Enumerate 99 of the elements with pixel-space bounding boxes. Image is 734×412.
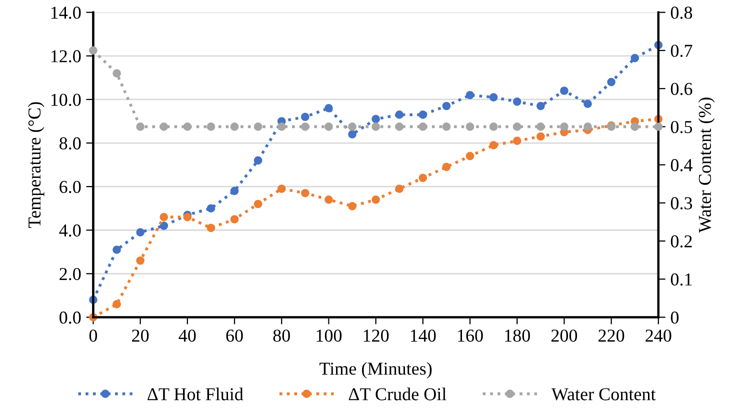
x-tick-label: 60 <box>226 330 243 342</box>
point <box>418 122 428 131</box>
x-tick-label: 200 <box>551 330 578 342</box>
point <box>489 122 498 131</box>
point <box>560 86 568 95</box>
y-axis-title: Temperature (°C) <box>28 102 44 228</box>
point <box>230 186 239 196</box>
point <box>206 122 216 131</box>
point <box>560 122 568 131</box>
y2-tick-label: 0.4 <box>670 159 692 172</box>
point <box>112 69 121 78</box>
point <box>512 136 522 146</box>
point <box>395 184 404 193</box>
point <box>489 93 498 102</box>
point <box>607 78 616 86</box>
point <box>183 122 192 131</box>
legend-label: ΔT Crude Oil <box>348 388 446 400</box>
point <box>466 122 474 131</box>
point <box>112 300 121 308</box>
y2-tick-label: 0.1 <box>670 273 692 286</box>
point <box>466 90 474 100</box>
y2-tick-label: 0.5 <box>670 120 692 134</box>
y-tick-label: 8.0 <box>60 137 81 150</box>
point <box>112 246 121 254</box>
y-tick-label: 10.0 <box>51 94 81 106</box>
point <box>536 102 545 110</box>
point <box>206 204 216 213</box>
y2-tick-label: 0.8 <box>670 6 692 19</box>
point <box>348 202 356 210</box>
point <box>277 122 286 131</box>
point <box>489 141 498 150</box>
point <box>630 54 640 62</box>
x-tick-label: 120 <box>364 330 389 342</box>
point <box>230 215 239 224</box>
y2-tick-label: 0.3 <box>670 197 692 210</box>
x-tick-label: 80 <box>273 330 290 342</box>
point <box>300 122 310 131</box>
point <box>324 195 333 204</box>
point <box>630 122 640 131</box>
x-axis-title: Time (Minutes) <box>320 362 432 378</box>
point <box>206 224 216 232</box>
point <box>136 122 144 131</box>
point <box>324 104 333 112</box>
x-tick-label: 220 <box>598 330 624 342</box>
y2-tick-label: 0 <box>670 311 679 324</box>
point <box>254 156 262 165</box>
point <box>254 200 262 208</box>
y2-tick-label: 0.6 <box>670 82 692 96</box>
point <box>536 132 545 141</box>
point <box>348 122 356 131</box>
y-tick-label: 2.0 <box>60 268 81 280</box>
x-tick-label: 0 <box>89 330 98 342</box>
point <box>160 212 168 222</box>
point <box>324 122 333 131</box>
point <box>277 184 286 193</box>
y-tick-label: 14.0 <box>51 6 81 19</box>
x-tick-label: 240 <box>646 330 672 342</box>
point <box>395 110 404 119</box>
x-tick-label: 160 <box>458 330 483 342</box>
point <box>442 102 451 110</box>
point <box>348 130 356 138</box>
x-tick-label: 100 <box>316 330 342 342</box>
point <box>372 114 380 124</box>
y2-tick-label: 0.2 <box>670 235 692 248</box>
point <box>160 222 168 230</box>
x-tick-label: 40 <box>178 330 196 342</box>
y-tick-label: 12.0 <box>51 50 81 62</box>
point <box>442 122 451 131</box>
point <box>136 228 144 236</box>
point <box>300 112 310 122</box>
point <box>512 97 522 106</box>
y-tick-label: 6.0 <box>60 180 81 194</box>
x-tick-label: 180 <box>505 330 530 342</box>
legend-label: ΔT Hot Fluid <box>148 388 244 400</box>
y-tick-label: 0.0 <box>60 311 81 324</box>
point <box>136 256 144 265</box>
point <box>395 122 404 131</box>
legend-label: Water Content <box>551 388 656 400</box>
point <box>89 46 98 55</box>
x-tick-label: 140 <box>410 330 436 342</box>
point <box>160 122 168 131</box>
point <box>654 122 663 131</box>
point <box>372 195 380 204</box>
point <box>442 162 451 172</box>
y2-tick-label: 0.7 <box>670 44 692 57</box>
point <box>372 122 380 131</box>
point <box>418 110 428 119</box>
y-tick-label: 4.0 <box>59 224 81 237</box>
point <box>418 174 428 182</box>
point <box>300 188 310 198</box>
point <box>254 122 262 131</box>
y2-axis-title: Water Content (%) <box>698 98 715 233</box>
point <box>584 122 592 131</box>
point <box>536 122 545 131</box>
point <box>584 100 592 108</box>
point <box>230 122 239 131</box>
point <box>466 152 474 160</box>
x-tick-label: 20 <box>132 330 149 342</box>
point <box>512 122 522 131</box>
